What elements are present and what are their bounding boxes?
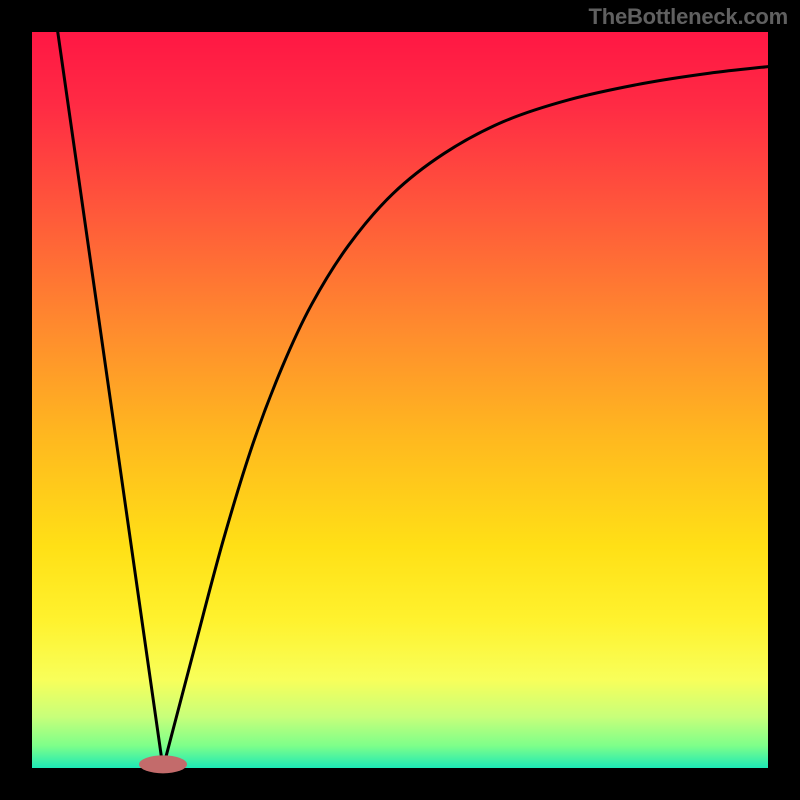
bottleneck-chart: TheBottleneck.com (0, 0, 800, 800)
minimum-marker (139, 755, 187, 773)
chart-svg (0, 0, 800, 800)
watermark-text: TheBottleneck.com (588, 4, 788, 30)
plot-background (32, 32, 768, 768)
